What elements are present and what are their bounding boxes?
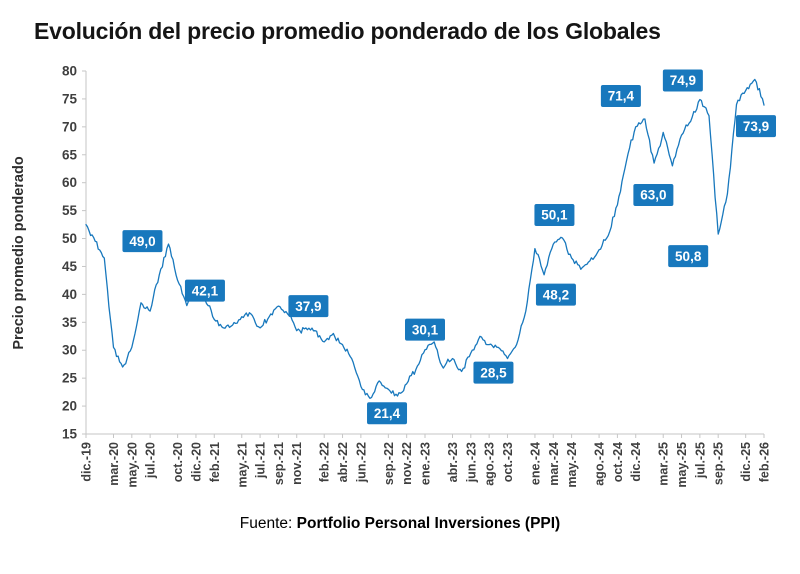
x-tick-label: ago.-24 (593, 442, 607, 486)
y-tick-label: 50 (62, 231, 77, 246)
data-label-box (367, 402, 408, 425)
x-tick-label: jul.-25 (693, 442, 707, 479)
data-label-box (736, 115, 776, 138)
x-tick-label: may.-25 (675, 442, 689, 488)
data-label-box (633, 183, 674, 206)
data-label-value: 63,0 (640, 188, 666, 203)
x-tick-label: dic.-20 (189, 442, 203, 482)
chart-area: Precio promedio ponderado 15 20 25 30 35 40 45… (0, 59, 800, 499)
chart-container: Evolución del precio promedio ponderado … (0, 17, 800, 574)
source-prefix: Fuente: (239, 515, 297, 532)
data-label-box (662, 69, 703, 92)
data-label-box (405, 318, 445, 341)
x-tick-label: may.-21 (235, 442, 249, 488)
data-label-value: 42,1 (192, 283, 219, 298)
y-axis-title: Precio promedio ponderado (11, 156, 27, 350)
x-tick-label: nov.-21 (290, 442, 304, 485)
x-tick-label: mar.-20 (107, 442, 121, 486)
x-tick-label: dic.-25 (739, 442, 753, 482)
x-tick-label: feb.-22 (318, 442, 332, 482)
y-tick-label: 45 (62, 259, 78, 274)
x-tick-label: jul.-21 (254, 442, 268, 479)
data-label-value: 30,1 (412, 322, 439, 337)
y-tick-label: 75 (62, 91, 78, 106)
data-label-box (473, 361, 514, 384)
y-tick-label: 80 (62, 64, 77, 79)
y-tick-label: 40 (62, 287, 77, 302)
y-tick-label: 60 (62, 175, 77, 190)
y-tick-label: 65 (62, 147, 78, 162)
data-label-value: 73,9 (743, 119, 769, 134)
data-label-value: 71,4 (608, 89, 635, 104)
data-label-value: 74,9 (670, 73, 696, 88)
data-label-value: 48,2 (543, 287, 569, 302)
x-tick-label: may.-20 (125, 442, 139, 488)
x-tick-label: mar.-25 (657, 442, 671, 486)
source-caption: Fuente: Portfolio Personal Inversiones (… (0, 515, 800, 533)
data-label-box (668, 245, 709, 268)
x-tick-label: sep.-22 (382, 442, 396, 485)
price-chart: 15 20 25 30 35 40 45 50 55 60 65 70 75 80 dic.-19 mar.-… (62, 64, 776, 488)
data-label-box (184, 279, 225, 302)
data-label-box (122, 230, 163, 253)
x-tick-label: oct.-24 (611, 442, 625, 482)
x-tick-label: dic.-19 (80, 442, 94, 482)
chart-title: Evolución del precio promedio ponderado … (34, 18, 661, 44)
x-tick-label: jun.-22 (354, 442, 368, 483)
data-label-value: 49,0 (129, 234, 155, 249)
x-tick-label: jul.-20 (144, 442, 158, 479)
x-tick-label: oct.-20 (171, 442, 185, 482)
y-tick-label: 30 (62, 343, 77, 358)
y-tick-label: 55 (62, 203, 78, 218)
x-tick-label: sep.-25 (712, 442, 726, 485)
data-label-box (288, 295, 329, 318)
x-tick-label: abr.-22 (336, 442, 350, 482)
data-label-box (534, 203, 575, 226)
x-tick-label: abr.-23 (446, 442, 460, 482)
x-tick-label: ago.-23 (483, 442, 497, 486)
source-name: Portfolio Personal Inversiones (PPI) (296, 515, 561, 532)
data-label-value: 50,1 (541, 208, 568, 223)
data-label-value: 50,8 (675, 249, 702, 264)
x-tick-label: ene.-23 (419, 442, 433, 485)
y-tick-label: 20 (62, 399, 77, 414)
x-tick-label: oct.-23 (501, 442, 515, 482)
x-tick-label: nov.-22 (400, 442, 414, 485)
price-line (85, 78, 765, 399)
x-tick-label: mar.-24 (547, 442, 561, 486)
y-tick-label: 70 (62, 119, 77, 134)
x-tick-label: sep.-21 (272, 442, 286, 485)
data-label-value: 37,9 (295, 299, 321, 314)
x-tick-label: feb.-26 (758, 442, 772, 482)
y-tick-label: 35 (62, 315, 78, 330)
data-label-box (600, 85, 641, 108)
x-tick-label: feb.-21 (208, 442, 222, 482)
data-label-value: 21,4 (374, 406, 401, 421)
data-label-box (535, 283, 576, 306)
x-tick-label: jun.-23 (464, 442, 478, 483)
x-tick-label: dic.-24 (629, 442, 643, 482)
x-tick-label: may.-24 (565, 442, 579, 488)
y-tick-label: 25 (62, 371, 78, 386)
data-label-value: 28,5 (480, 365, 507, 380)
y-tick-label: 15 (62, 427, 78, 442)
x-tick-label: ene.-24 (528, 442, 542, 485)
